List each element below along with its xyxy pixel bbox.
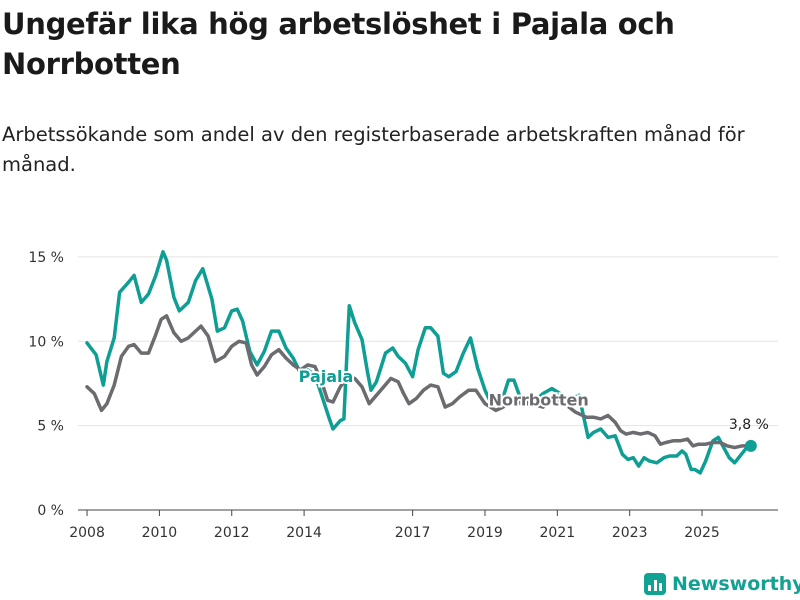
series-lines <box>85 250 753 475</box>
x-tick-label: 2021 <box>540 525 576 541</box>
gridlines <box>78 256 778 427</box>
y-tick-label: 5 % <box>37 419 64 435</box>
x-tick-label: 2012 <box>214 525 250 541</box>
x-tick-label: 2019 <box>467 525 503 541</box>
chart-title: Ungefär lika hög arbetslöshet i Pajala o… <box>2 7 675 81</box>
chart-subtitle: Arbetssökande som andel av den registerb… <box>2 123 745 176</box>
x-tick-label: 2010 <box>142 525 178 541</box>
x-tick-label: 2017 <box>395 525 431 541</box>
series-labels: Pajala Norrbotten <box>297 365 591 412</box>
x-tick-label: 2008 <box>69 525 105 541</box>
pajala-series-label: Pajala <box>299 367 354 386</box>
x-tick-label: 2025 <box>684 525 720 541</box>
y-tick-label: 15 % <box>28 250 64 266</box>
pajala-line <box>85 250 753 475</box>
norrbotten-series-label: Norrbotten <box>489 390 589 409</box>
brand-name: Newsworthy <box>672 573 800 595</box>
pajala-end-point <box>744 439 757 452</box>
end-value-label: 3,8 % <box>729 417 769 433</box>
y-axis-ticks: 0 % 5 % 10 % 15 % <box>28 250 64 519</box>
y-tick-label: 10 % <box>28 334 64 350</box>
x-tick-label: 2023 <box>612 525 648 541</box>
bar-chart-logo-icon <box>644 573 666 595</box>
x-axis-ticks: 2008 2010 2012 2014 2017 2019 2021 2023 2025 <box>69 510 720 541</box>
norrbotten-line <box>85 314 753 450</box>
y-tick-label: 0 % <box>37 503 64 519</box>
newsworthy-brand: Newsworthy <box>644 570 800 598</box>
x-tick-label: 2014 <box>286 525 322 541</box>
